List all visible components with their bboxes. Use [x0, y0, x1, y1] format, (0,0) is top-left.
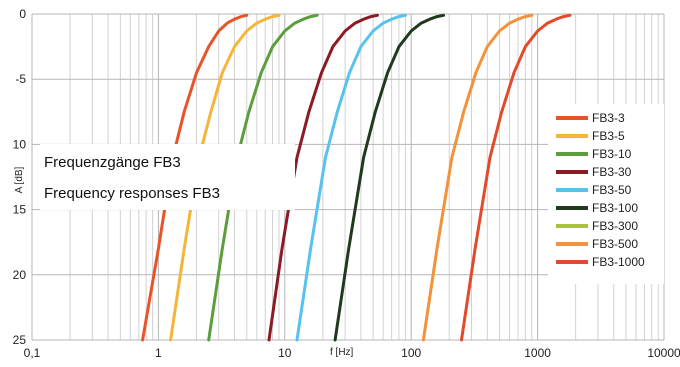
y-tick-label: 20 [13, 268, 27, 282]
y-tick-label: 10 [13, 137, 27, 151]
annotations: Frequenzgänge FB3 Frequency responses FB… [40, 144, 295, 210]
y-tick-label: -5 [15, 72, 26, 86]
y-tick-label: 15 [13, 203, 27, 217]
x-tick-label: 1 [155, 346, 162, 360]
legend-label-fb3-3: FB3-3 [592, 111, 625, 125]
x-tick-label: 10 [278, 346, 292, 360]
annotation-title-en: Frequency responses FB3 [44, 185, 220, 202]
series-line-fb3-50 [295, 13, 407, 342]
axes: 0,1 1 10 100 1000 10000 0 -5 10 15 20 25 [13, 7, 680, 360]
legend-label-fb3-100: FB3-100 [592, 201, 638, 215]
series-line-fb3-100 [333, 13, 445, 342]
legend-label-fb3-50: FB3-50 [592, 183, 632, 197]
legend-label-fb3-500: FB3-500 [592, 237, 638, 251]
legend-label-fb3-1000: FB3-1000 [592, 255, 645, 269]
x-tick-label: 1000 [524, 346, 551, 360]
legend: FB3-3 FB3-5 FB3-10 FB3-30 FB3-50 FB3-100 FB3-3… [548, 104, 664, 284]
x-axis-title: f [Hz] [330, 347, 354, 358]
legend-label-fb3-5: FB3-5 [592, 129, 625, 143]
legend-label-fb3-10: FB3-10 [592, 147, 632, 161]
y-tick-label: 0 [19, 7, 26, 21]
annotation-title-de: Frequenzgänge FB3 [44, 154, 181, 171]
x-tick-label: 10000 [647, 346, 680, 360]
x-tick-label: 100 [401, 346, 421, 360]
x-tick-label: 0,1 [24, 346, 41, 360]
y-tick-label: 25 [13, 333, 27, 347]
legend-label-fb3-300: FB3-300 [592, 219, 638, 233]
series-line-fb3-500 [421, 13, 534, 342]
legend-label-fb3-30: FB3-30 [592, 165, 632, 179]
series-line-fb3-1000 [460, 13, 572, 342]
y-axis-title: A [dB] [14, 166, 25, 193]
annotation-box [40, 144, 295, 210]
